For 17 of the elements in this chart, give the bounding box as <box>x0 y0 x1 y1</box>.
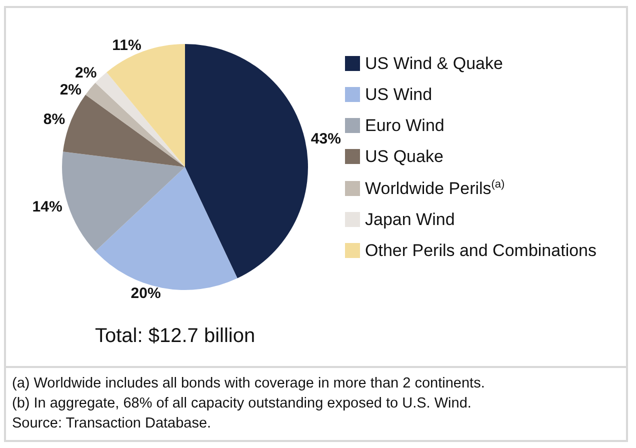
data-label: 11% <box>112 37 142 54</box>
data-label: 2% <box>60 81 82 98</box>
data-label: 43% <box>310 130 341 148</box>
data-label: 20% <box>130 285 161 302</box>
data-label: 2% <box>75 64 97 82</box>
data-label: 14% <box>32 198 62 216</box>
text: Total: $12.7 billion <box>95 325 256 347</box>
legend-label: Other Perils and Combinations <box>365 241 597 260</box>
legend-label: Euro Wind <box>365 116 444 135</box>
text: (b) In aggregate, 68% of all capacity outstanding exposed to U.S. Wind. <box>12 396 472 412</box>
data-label: 8% <box>43 111 66 128</box>
source-note: Source: Transaction Database. <box>12 416 212 432</box>
legend-label: US Wind & Quake <box>365 54 503 73</box>
legend-label: US Quake <box>365 147 444 166</box>
text: (a) Worldwide includes all bonds with coverage in more than 2 continents. <box>12 376 485 392</box>
legend-label: US Wind <box>365 85 432 104</box>
legend-label: Japan Wind <box>365 210 455 229</box>
